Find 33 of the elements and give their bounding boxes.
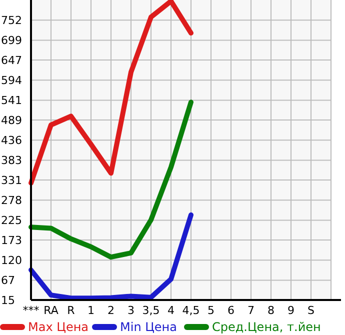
y-tick-label: 594 xyxy=(1,74,22,87)
y-tick-label: 173 xyxy=(1,234,22,247)
x-tick-label: 8 xyxy=(268,304,274,317)
legend-label: Min Цена xyxy=(120,320,178,334)
x-tick-label: 2 xyxy=(108,304,114,317)
x-tick-label: 3,5 xyxy=(142,304,160,317)
x-tick-label: R xyxy=(67,304,76,317)
y-tick-label: 383 xyxy=(1,154,22,168)
legend-label: Max Цена xyxy=(28,320,89,334)
y-tick-label: 331 xyxy=(1,174,22,187)
x-tick-label: 7 xyxy=(248,304,254,317)
x-tick-label: 3 xyxy=(128,304,134,317)
y-tick-label: 541 xyxy=(1,94,22,108)
y-tick-label: 699 xyxy=(1,34,22,48)
y-tick-label: 647 xyxy=(1,54,22,67)
x-tick-label: *** xyxy=(22,304,40,317)
x-tick-label: 4,5 xyxy=(182,304,200,317)
x-tick-label: 5 xyxy=(208,304,214,317)
x-tick-label: 1 xyxy=(88,304,94,317)
y-tick-label: 278 xyxy=(1,194,22,207)
legend-label: Сред.Цена, т.йен xyxy=(212,320,321,334)
x-tick-label: 6 xyxy=(228,304,234,317)
y-tick-label: 436 xyxy=(1,134,22,147)
y-tick-label: 120 xyxy=(1,254,22,267)
y-tick-label: 225 xyxy=(1,214,22,228)
y-tick-label: 489 xyxy=(1,114,22,127)
x-tick-label: 9 xyxy=(288,304,294,317)
y-tick-label: 15 xyxy=(1,294,15,307)
x-tick-label: 4 xyxy=(168,304,174,317)
x-tick-label: S xyxy=(308,304,315,317)
y-tick-label: 752 xyxy=(1,14,22,27)
y-tick-label: 67 xyxy=(1,274,15,288)
x-tick-label: RA xyxy=(44,304,59,317)
